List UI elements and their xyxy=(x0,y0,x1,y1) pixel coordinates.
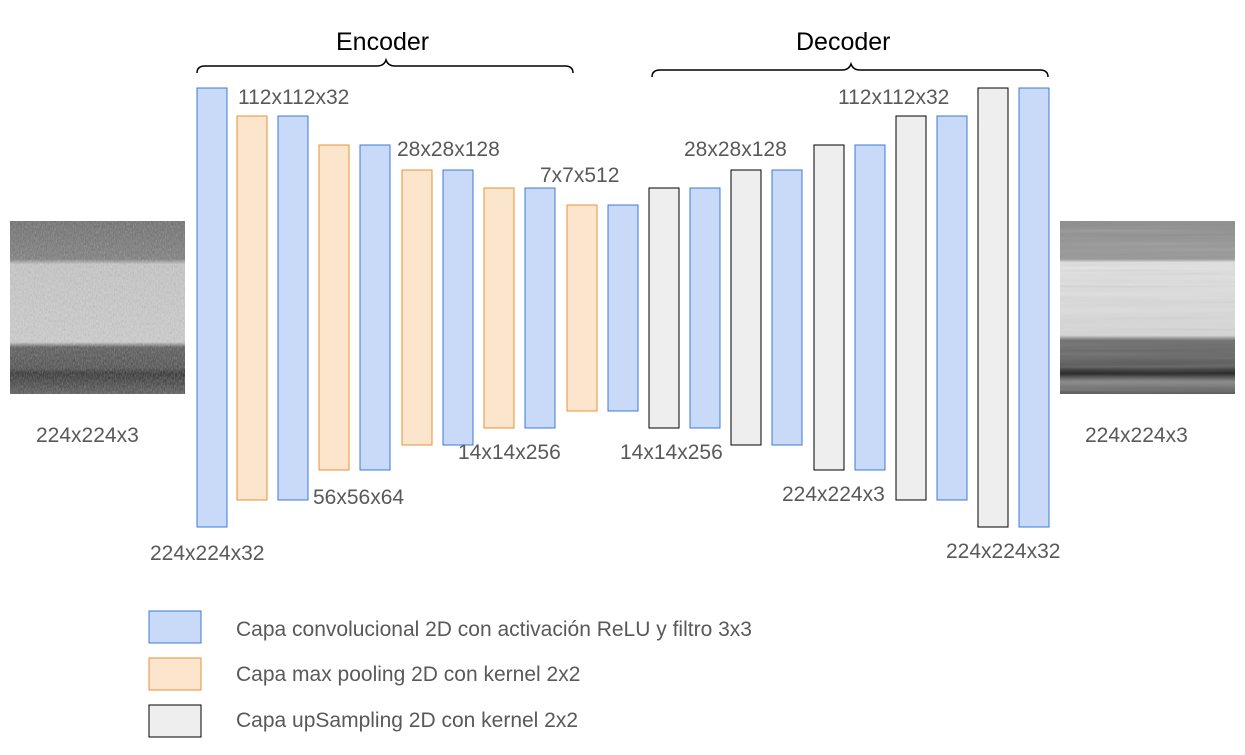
legend-text-conv: Capa convolucional 2D con activación ReL… xyxy=(236,618,752,641)
legend-text-up: Capa upSampling 2D con kernel 2x2 xyxy=(236,709,579,732)
dim-label-enc-56x56x64: 56x56x64 xyxy=(313,486,405,509)
dim-label-enc-224x224x32: 224x224x32 xyxy=(150,542,265,565)
encoder-title: Encoder xyxy=(336,28,430,56)
layer-up-15 xyxy=(813,144,845,471)
layer-conv-14 xyxy=(771,169,803,446)
output-image xyxy=(1060,221,1235,394)
layer-pool-5 xyxy=(401,169,433,446)
output-image-label: 224x224x3 xyxy=(1085,424,1188,447)
dim-label-dec-224x224x32: 224x224x32 xyxy=(946,540,1061,563)
encoder-brace xyxy=(196,57,574,74)
dim-label-dec-112x112x32: 112x112x32 xyxy=(838,86,950,109)
legend-swatch-pool xyxy=(148,657,202,691)
dim-label-dec-14x14x256: 14x14x256 xyxy=(620,441,723,464)
layer-conv-12 xyxy=(689,187,721,429)
layer-conv-8 xyxy=(524,187,556,429)
layer-conv-4 xyxy=(359,144,391,471)
layer-conv-18 xyxy=(936,115,968,501)
input-image xyxy=(10,221,185,394)
layer-up-13 xyxy=(730,169,762,446)
layer-conv-16 xyxy=(854,144,886,471)
decoder-title: Decoder xyxy=(796,28,891,56)
legend-swatch-up xyxy=(148,704,202,738)
legend-swatch-conv xyxy=(148,610,202,644)
layer-conv-6 xyxy=(442,169,474,446)
layer-pool-9 xyxy=(566,204,598,412)
input-image-label: 224x224x3 xyxy=(36,424,139,447)
dim-label-enc-14x14x256: 14x14x256 xyxy=(458,441,561,464)
layer-conv-2 xyxy=(277,115,309,501)
dim-label-bottleneck-7x7x512: 7x7x512 xyxy=(540,164,620,187)
dim-label-enc-112x112x32: 112x112x32 xyxy=(238,86,350,109)
dim-label-enc-28x28x128: 28x28x128 xyxy=(397,138,500,161)
layer-up-11 xyxy=(648,187,680,429)
layer-conv-0 xyxy=(196,87,228,528)
layer-up-19 xyxy=(977,87,1009,528)
decoder-brace xyxy=(651,61,1049,78)
layer-pool-1 xyxy=(236,115,268,501)
layer-stack xyxy=(196,87,1050,528)
layer-up-17 xyxy=(895,115,927,501)
layer-conv-20 xyxy=(1018,87,1050,528)
dim-label-dec-28x28x128: 28x28x128 xyxy=(684,138,787,161)
layer-pool-7 xyxy=(483,187,515,429)
legend-text-pool: Capa max pooling 2D con kernel 2x2 xyxy=(236,663,581,686)
layer-conv-10 xyxy=(607,204,639,412)
layer-pool-3 xyxy=(318,144,350,471)
dim-label-dec-224x224x3: 224x224x3 xyxy=(782,483,885,506)
